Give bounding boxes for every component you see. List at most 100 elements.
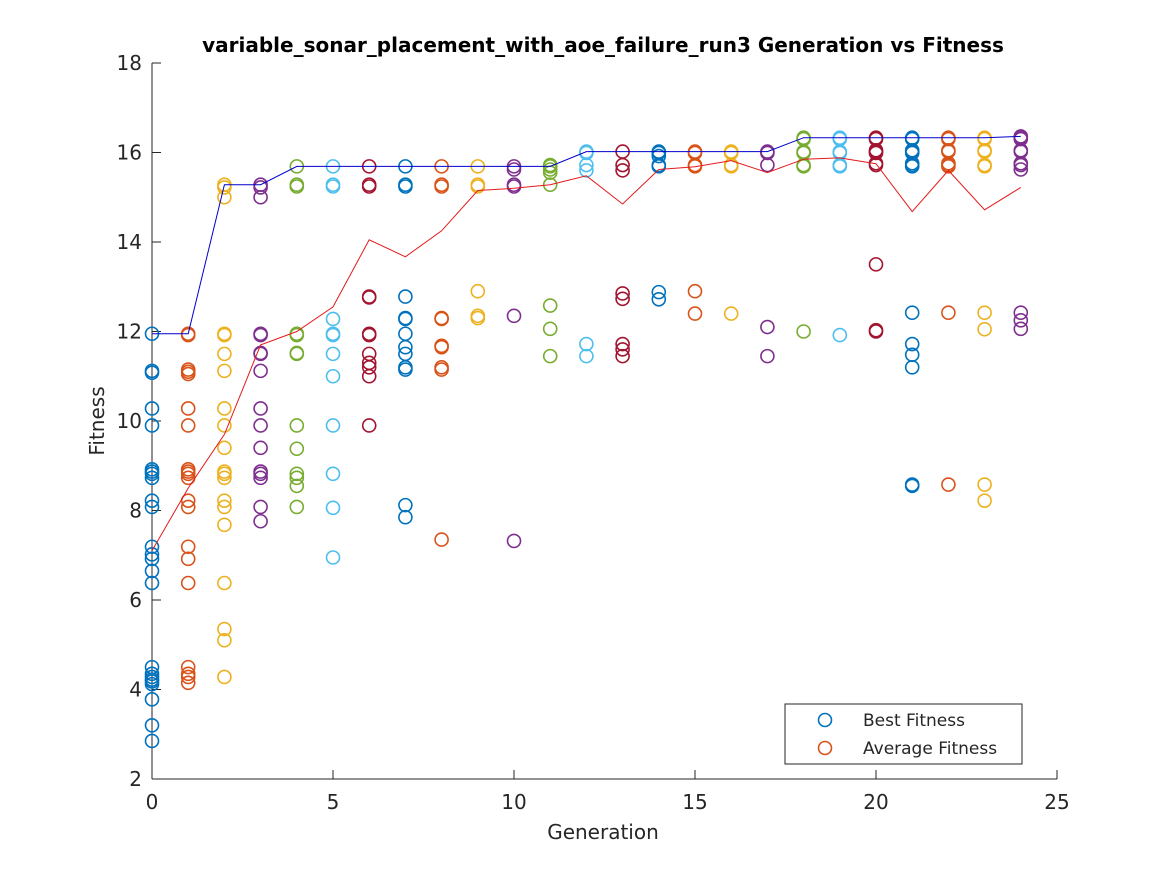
fitness-point [904,478,920,494]
fitness-point [144,575,160,591]
fitness-point [796,159,811,174]
fitness-point [180,327,196,343]
fitness-point [180,366,196,382]
fitness-point [687,306,703,321]
y-tick-label: 10 [117,409,142,433]
y-tick-label: 4 [129,678,142,702]
chart-title: variable_sonar_placement_with_aoe_failur… [202,33,1004,57]
fitness-point [398,179,413,194]
fitness-point [144,493,160,508]
fitness-point [615,342,630,357]
fitness-point [217,418,232,433]
fitness-point [144,418,160,433]
fitness-point [506,308,522,324]
fitness-point [180,493,196,508]
fitness-point [217,363,232,379]
fitness-point [144,401,160,416]
fitness-point [542,177,558,193]
fitness-point [687,159,703,174]
fitness-point [615,336,630,352]
fitness-point [180,539,196,555]
fitness-point [977,477,992,492]
fitness-point [144,563,160,579]
fitness-point [760,348,775,364]
fitness-point [325,327,341,343]
fitness-point [760,145,775,161]
fitness-point [217,470,232,486]
fitness-point [542,298,558,313]
fitness-point [180,575,196,591]
fitness-point [180,466,196,482]
fitness-point [1013,162,1029,177]
fitness-point [868,257,884,272]
fitness-point [217,401,232,416]
fitness-point [434,179,449,194]
fitness-point [977,493,992,508]
fitness-point [217,575,232,591]
fitness-point [361,368,377,384]
fitness-point [723,306,739,321]
plot-area: 0 5 10 15 20 25 2 4 6 8 10 12 14 16 18 [117,51,1070,814]
fitness-point [904,359,920,375]
x-tick-label: 20 [863,790,888,814]
fitness-point [144,676,160,692]
fitness-point [217,189,232,205]
fitness-point [506,533,522,549]
legend-label: Best Fitness [863,711,965,731]
fitness-point [325,550,341,565]
fitness-point [144,365,160,380]
fitness-point [941,305,956,321]
fitness-point [289,478,305,494]
x-tick-label: 0 [146,790,159,814]
fitness-point [325,418,341,433]
fitness-point [289,346,305,362]
fitness-point [144,692,160,707]
legend-label: Average Fitness [863,739,997,759]
fitness-point [977,305,992,321]
fitness-point [904,159,920,174]
fitness-point [289,418,305,433]
y-axis-label: Fitness [85,386,109,455]
fitness-point [217,440,232,456]
fitness-point [217,669,232,685]
fitness-point [579,336,594,352]
fitness-point [217,632,232,648]
fitness-point [1013,157,1029,173]
fitness-point [144,499,160,515]
x-tick-label: 5 [327,790,340,814]
fitness-point [868,157,884,173]
y-tick-label: 8 [129,499,142,523]
fitness-point [687,283,703,299]
fitness-point [542,348,558,364]
fitness-point [144,539,160,555]
fitness-point [325,466,341,482]
y-tick-label: 12 [117,320,142,344]
fitness-point [398,311,413,327]
y-tick-label: 16 [117,141,142,165]
fitness-point [325,346,341,362]
fitness-point [470,283,486,299]
fitness-point [579,163,594,178]
fitness-point [723,159,739,174]
fitness-point [253,189,268,205]
fitness-point [325,179,341,194]
x-tick-label: 15 [682,790,707,814]
fitness-point [615,286,630,301]
fitness-point [253,180,268,195]
fitness-point [180,669,196,685]
fitness-point [253,401,268,416]
x-axis-label: Generation [547,820,659,844]
fitness-point [253,418,268,433]
fitness-point [542,321,558,337]
fitness-point [579,145,594,161]
fitness-point [144,470,160,486]
best-fitness-line [152,135,1021,335]
fitness-point [144,547,160,562]
fitness-point [253,363,268,379]
fitness-point [253,470,268,486]
fitness-point [977,159,992,174]
fitness-point [398,509,413,525]
fitness-point [941,477,956,492]
fitness-point [506,162,522,177]
fitness-point [289,179,305,194]
